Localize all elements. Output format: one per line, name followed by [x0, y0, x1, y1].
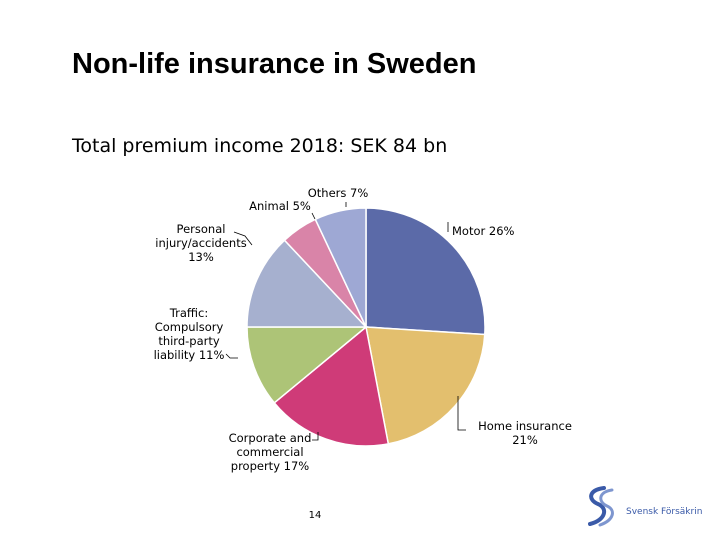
slice-label: Animal 5%: [249, 199, 311, 213]
pie-slice-others: [314, 207, 367, 328]
leader-line: [457, 396, 466, 431]
page-number: 14: [308, 510, 322, 521]
leader-line: [311, 212, 316, 220]
leader-line: [225, 353, 238, 359]
leader-line: [233, 231, 253, 246]
slice-label: Motor 26%: [452, 224, 515, 238]
pie-slice-motor: [365, 207, 486, 336]
slice-label: Personal injury/accidents 13%: [155, 222, 246, 264]
slice-label: Others 7%: [308, 186, 369, 200]
page-title: Non-life insurance in Sweden: [72, 48, 477, 80]
slice-label: Home insurance 21%: [478, 419, 572, 447]
slice-label: Corporate and commercial property 17%: [229, 431, 312, 473]
page-subtitle: Total premium income 2018: SEK 84 bn: [72, 135, 448, 157]
pie-slice-personal-injury-accidents: [246, 239, 368, 328]
pie-slice-traffic-compulsory-third-party-liability: [246, 326, 369, 404]
svg-text:Svensk Försäkring: Svensk Försäkring: [626, 507, 702, 517]
pie-slice-home-insurance: [365, 326, 486, 445]
leader-line: [312, 432, 319, 441]
pie-slice-corporate-and-commercial-property: [273, 325, 390, 447]
svensk-forsakring-logo: Svensk Försäkring: [588, 486, 702, 527]
slice-label: Traffic: Compulsory third-party liability 1…: [154, 306, 225, 362]
